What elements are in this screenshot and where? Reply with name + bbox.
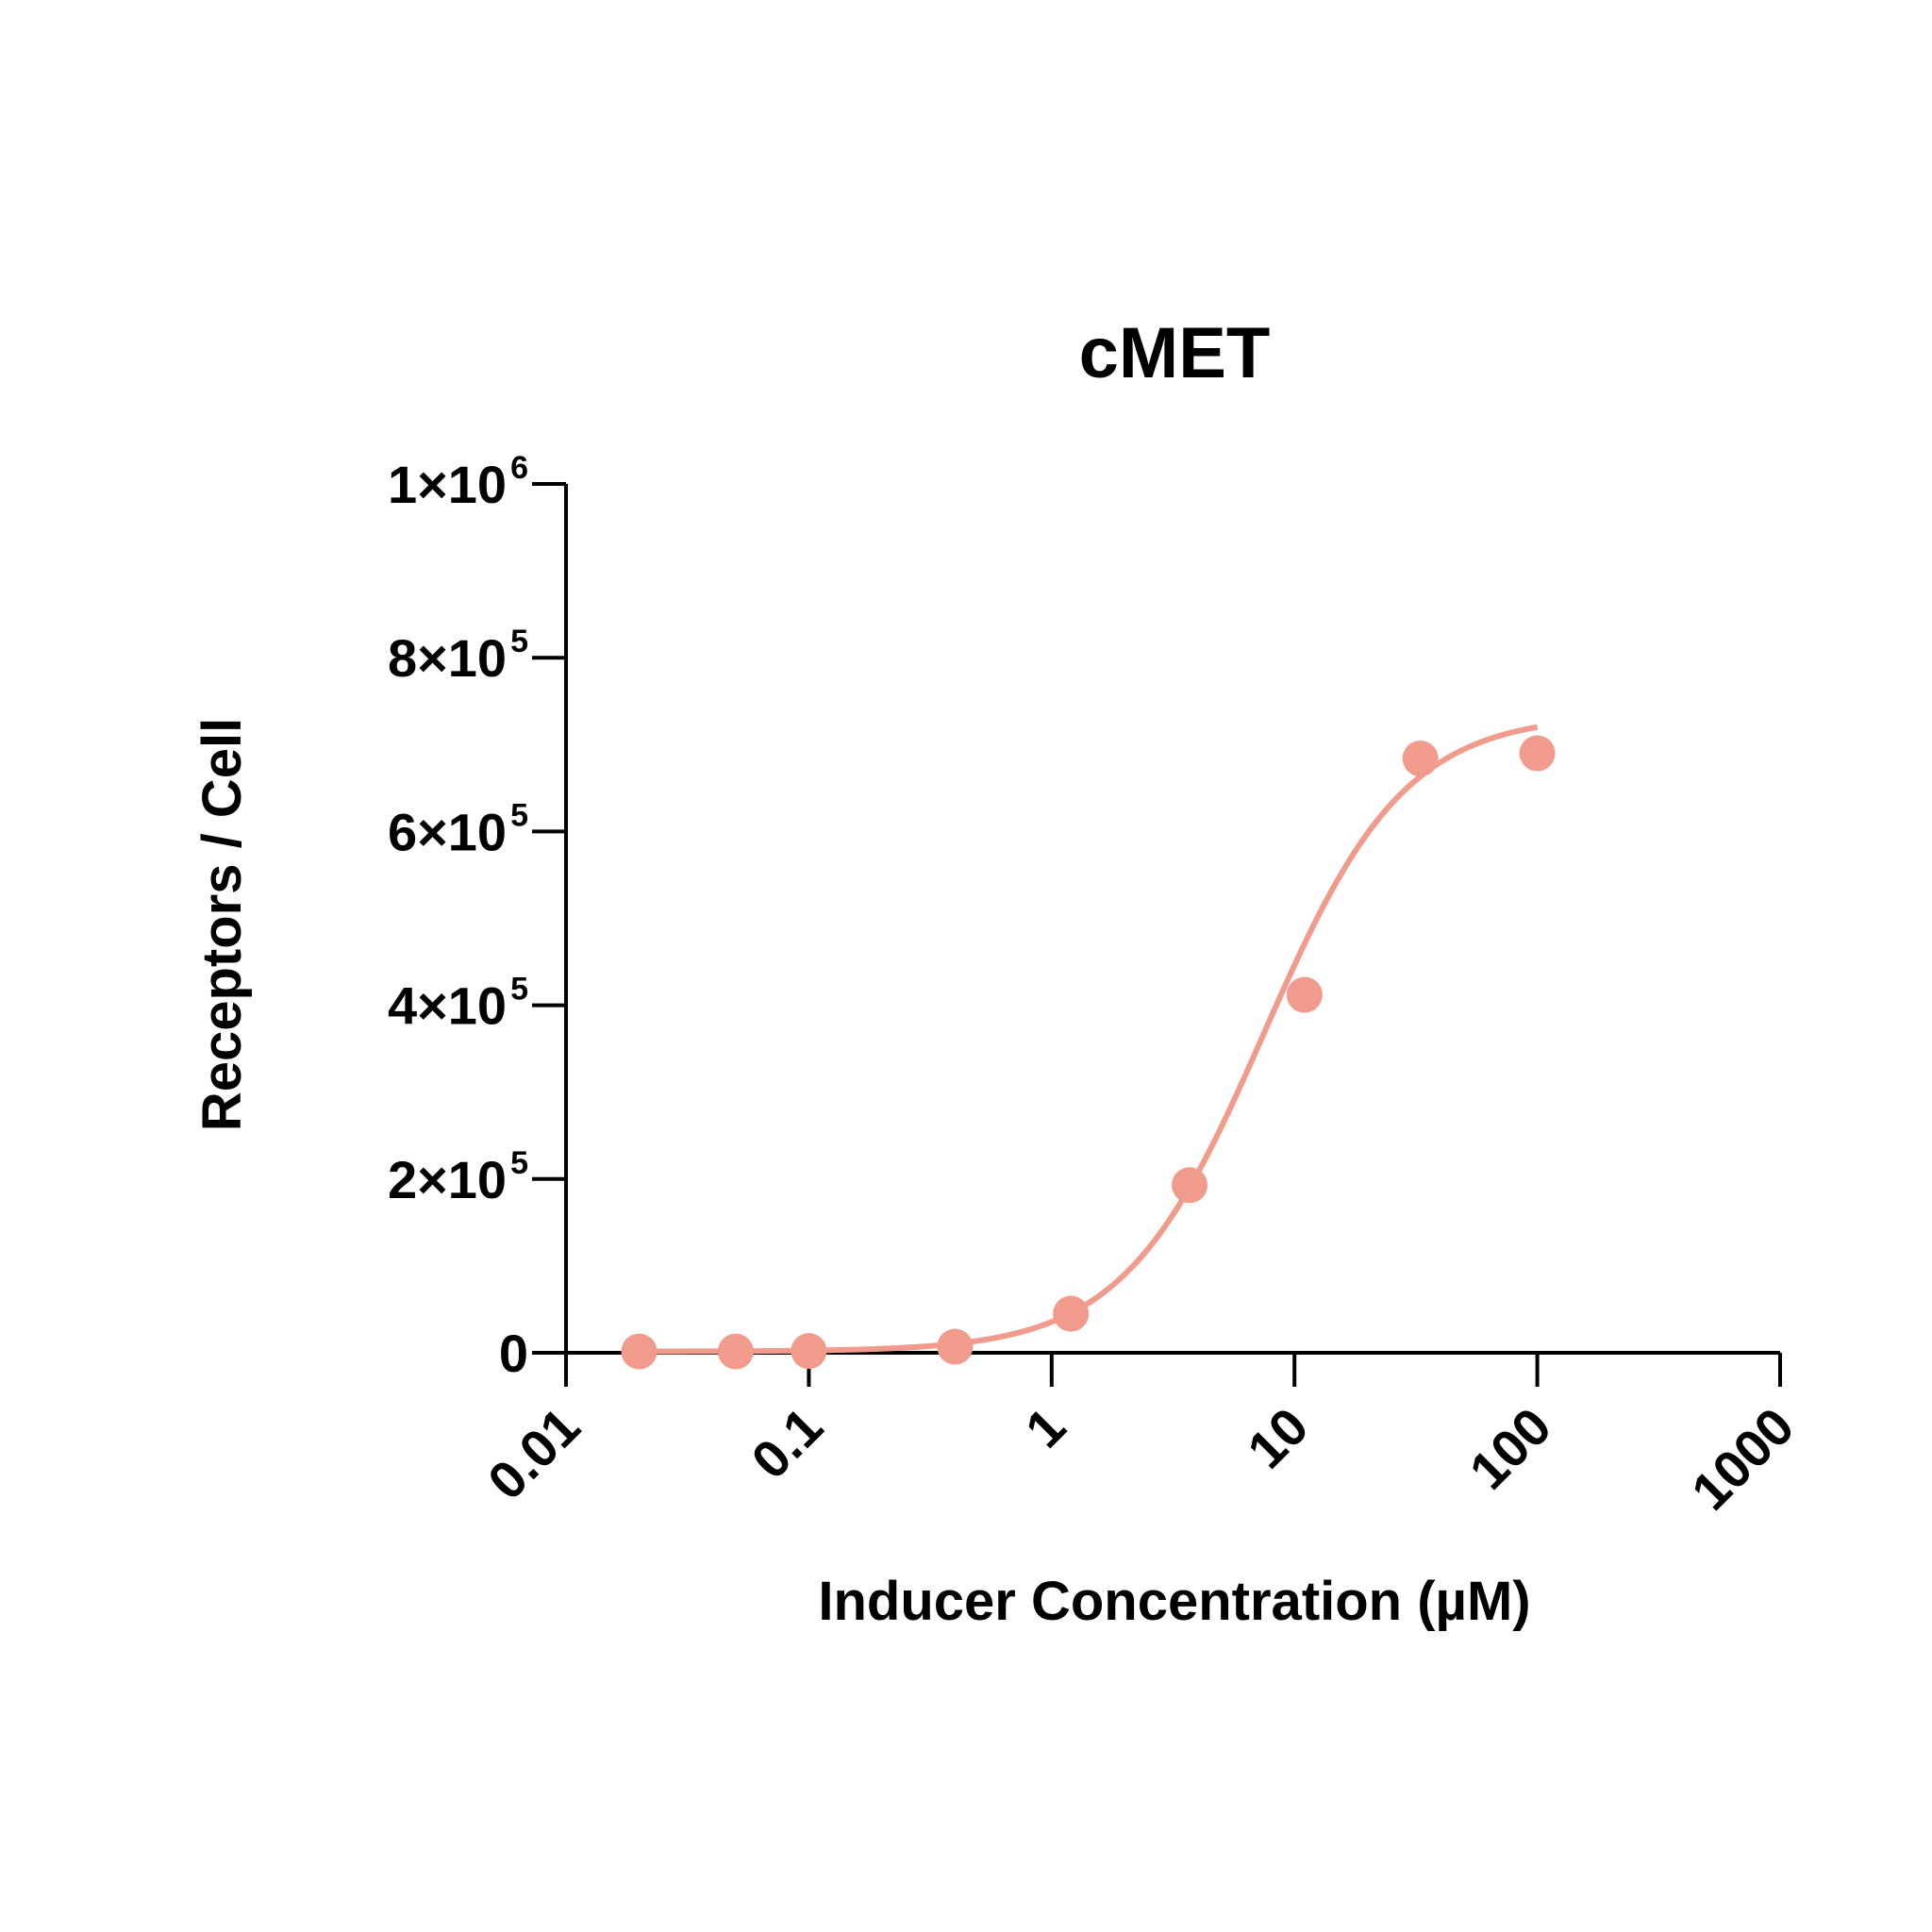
y-tick-label: 4×10 5: [388, 972, 528, 1036]
x-axis: 0.01 0.1 1 10 100 1000: [476, 1351, 1806, 1522]
y-tick-label: 8×10 5: [388, 624, 528, 688]
x-tick-label: 1000: [1680, 1396, 1806, 1522]
y-tick-mantissa: 0: [499, 1324, 528, 1383]
chart-title: cMET: [1079, 313, 1271, 393]
data-point: [621, 1333, 658, 1370]
x-tick-label: 0.01: [476, 1396, 591, 1511]
y-axis: 02×10 54×10 56×10 58×10 51×10 6: [388, 450, 568, 1383]
x-tick-label: 10: [1236, 1396, 1320, 1480]
data-point: [717, 1333, 754, 1370]
plot-area: [621, 724, 1556, 1370]
y-tick-exponent: 5: [510, 624, 528, 659]
data-point: [1172, 1167, 1208, 1204]
y-tick-exponent: 5: [510, 1145, 528, 1181]
y-tick-mantissa: 2×10: [388, 1150, 507, 1209]
y-tick-label: 6×10 5: [388, 797, 528, 861]
y-tick-mantissa: 1×10: [388, 455, 507, 514]
x-tick-label: 0.1: [740, 1396, 834, 1491]
fit-curve: [639, 724, 1539, 1355]
x-axis-label: Inducer Concentration (µM): [818, 1571, 1530, 1632]
data-point: [937, 1328, 974, 1365]
y-tick-exponent: 5: [510, 797, 528, 833]
y-tick-exponent: 5: [510, 972, 528, 1008]
y-tick-label: 1×10 6: [388, 450, 528, 514]
y-tick-label: 0: [499, 1324, 528, 1383]
y-tick-mantissa: 8×10: [388, 628, 507, 688]
data-point: [1053, 1295, 1090, 1332]
y-tick-mantissa: 6×10: [388, 802, 507, 861]
y-tick-mantissa: 4×10: [388, 976, 507, 1036]
y-axis-label: Receptors / Cell: [192, 718, 253, 1131]
x-tick-label: 100: [1457, 1396, 1562, 1501]
y-tick-exponent: 6: [510, 450, 528, 486]
x-tick-label: 1: [1014, 1396, 1077, 1459]
data-point: [1286, 976, 1323, 1013]
data-point: [1402, 741, 1439, 777]
data-point: [1519, 735, 1556, 772]
data-point: [791, 1333, 827, 1370]
y-tick-label: 2×10 5: [388, 1145, 528, 1209]
